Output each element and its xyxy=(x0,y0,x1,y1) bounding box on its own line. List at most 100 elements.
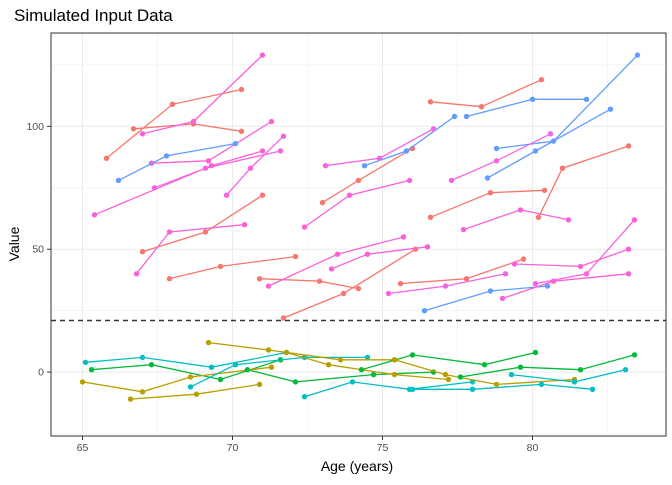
data-point xyxy=(325,362,332,368)
data-point xyxy=(163,153,170,159)
series-8 xyxy=(139,192,266,255)
series-layer xyxy=(79,52,641,402)
series-9 xyxy=(133,222,248,277)
data-point xyxy=(133,271,140,277)
series-16 xyxy=(322,126,437,169)
data-point xyxy=(409,386,416,392)
series-21 xyxy=(385,271,509,297)
data-point xyxy=(493,145,500,152)
x-tick-label: 80 xyxy=(527,442,539,454)
data-point xyxy=(277,148,284,154)
series-line xyxy=(304,381,473,398)
series-4 xyxy=(139,52,266,137)
data-point xyxy=(316,278,323,284)
data-point xyxy=(403,148,410,154)
data-point xyxy=(187,384,194,390)
data-point xyxy=(265,283,272,289)
x-axis-title: Age (years) xyxy=(321,458,393,474)
series-7 xyxy=(151,148,284,191)
y-axis-title: Value xyxy=(6,226,22,261)
data-point xyxy=(238,128,245,134)
data-point xyxy=(166,276,173,282)
data-point xyxy=(532,280,539,287)
data-point xyxy=(457,374,464,380)
data-point xyxy=(130,126,137,132)
data-point xyxy=(463,276,470,282)
data-point xyxy=(241,222,248,228)
data-point xyxy=(427,99,434,105)
data-point xyxy=(208,364,215,370)
data-point xyxy=(631,217,638,223)
series-10 xyxy=(166,253,299,282)
series-12 xyxy=(256,276,362,292)
data-point xyxy=(268,364,275,370)
series-33 xyxy=(535,143,632,220)
data-point xyxy=(292,379,299,385)
data-point xyxy=(217,376,224,383)
data-point xyxy=(427,214,434,220)
data-point xyxy=(259,192,266,198)
series-line xyxy=(460,354,635,378)
data-point xyxy=(355,285,362,292)
data-point xyxy=(448,177,455,184)
data-point xyxy=(202,229,209,235)
x-tick-label: 65 xyxy=(77,442,89,454)
data-point xyxy=(391,371,398,378)
data-point xyxy=(508,371,515,378)
series-23 xyxy=(427,77,545,110)
series-44 xyxy=(457,352,638,380)
data-point xyxy=(493,158,500,164)
y-tick-label: 50 xyxy=(32,244,44,256)
data-point xyxy=(337,357,344,363)
chart-title: Simulated Input Data xyxy=(14,6,173,25)
data-point xyxy=(244,367,251,373)
data-point xyxy=(358,367,365,373)
data-point xyxy=(487,190,494,196)
data-point xyxy=(400,234,407,240)
series-17 xyxy=(301,177,413,230)
data-point xyxy=(301,224,308,230)
series-line xyxy=(190,356,368,388)
data-point xyxy=(232,362,239,368)
series-47 xyxy=(205,339,398,363)
data-point xyxy=(364,354,371,361)
data-point xyxy=(424,244,431,250)
data-point xyxy=(223,192,230,198)
data-point xyxy=(544,283,551,289)
data-point xyxy=(565,217,572,223)
data-point xyxy=(589,386,596,392)
data-point xyxy=(166,229,173,235)
data-point xyxy=(517,364,524,370)
series-20 xyxy=(397,256,527,287)
data-point xyxy=(205,339,212,346)
data-point xyxy=(259,148,266,154)
series-26 xyxy=(448,131,554,184)
x-tick-label: 70 xyxy=(227,442,239,454)
data-point xyxy=(625,246,632,252)
grid-lines xyxy=(51,33,666,436)
data-point xyxy=(217,263,224,270)
data-point xyxy=(481,362,488,368)
data-point xyxy=(139,249,146,255)
y-tick-label: 100 xyxy=(26,121,44,133)
series-41 xyxy=(358,349,539,373)
series-11 xyxy=(223,133,287,198)
data-point xyxy=(256,381,263,388)
data-point xyxy=(583,96,590,103)
axes: 65 70 75 80 0 50 100 xyxy=(26,121,538,454)
data-point xyxy=(607,106,614,112)
data-point xyxy=(577,367,584,373)
data-point xyxy=(328,266,335,272)
data-point xyxy=(535,214,542,220)
data-point xyxy=(532,148,539,154)
data-point xyxy=(520,256,527,262)
data-point xyxy=(442,283,449,289)
data-point xyxy=(547,131,554,137)
data-point xyxy=(190,118,197,125)
data-point xyxy=(115,177,122,184)
data-point xyxy=(559,165,566,171)
data-point xyxy=(442,371,449,378)
data-point xyxy=(469,386,476,392)
data-point xyxy=(502,271,509,277)
